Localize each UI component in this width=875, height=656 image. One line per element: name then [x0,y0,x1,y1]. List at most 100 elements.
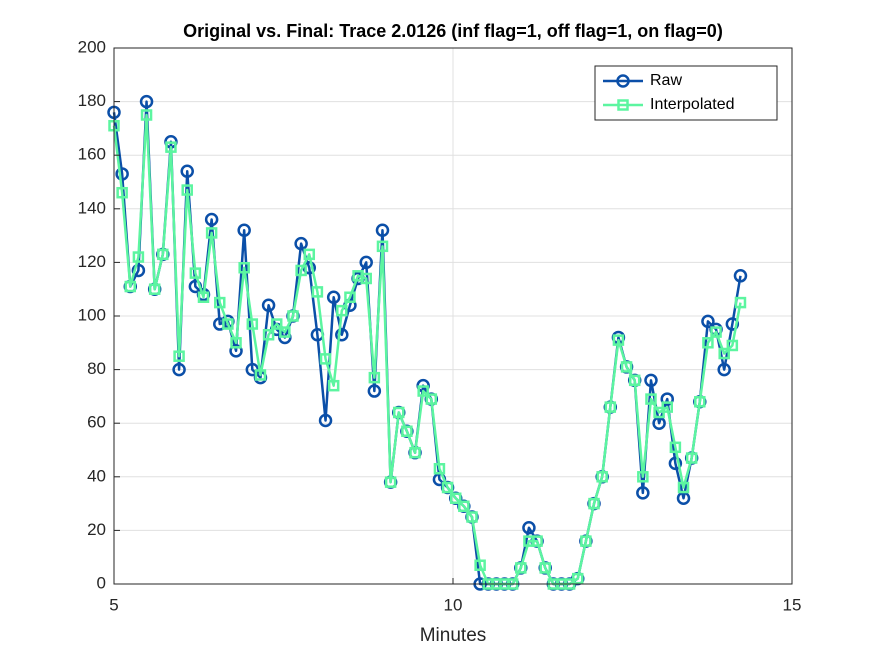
y-tick-label: 40 [87,466,106,485]
marker [189,267,202,279]
marker [261,298,276,313]
y-tick-label: 100 [78,305,106,324]
y-tick-label: 180 [78,91,106,110]
y-tick-label: 120 [78,252,106,271]
marker [441,481,454,494]
marker [336,304,348,317]
marker [596,471,608,483]
marker [668,456,683,471]
marker [660,392,674,406]
marker [733,269,748,283]
marker [367,384,382,398]
plot [107,94,748,591]
marker [287,310,299,322]
marker [694,396,706,408]
marker [157,248,169,261]
ticks: 0 20 40 60 80 100 120 140 160 180 200 5 10 15 [78,37,802,614]
marker [181,184,193,196]
marker [617,99,629,111]
marker [262,329,275,341]
marker [417,385,429,397]
marker [458,500,470,513]
marker [384,476,397,488]
marker [359,255,373,270]
marker [628,374,641,387]
marker [726,339,739,352]
marker [237,223,251,237]
chart-title: Original vs. Final: Trace 2.0126 (inf fl… [183,21,723,41]
marker [115,167,129,181]
marker [230,337,242,349]
marker [360,272,372,285]
marker [229,344,243,358]
marker [718,347,730,360]
marker [620,361,633,373]
marker [531,535,543,547]
marker [148,283,161,295]
y-tick-label: 140 [78,198,106,217]
marker [213,317,227,331]
marker [474,559,486,571]
y-tick-label: 80 [87,359,106,378]
x-tick-label: 5 [109,595,118,614]
x-tick-label: 10 [444,595,463,614]
marker [375,223,390,237]
marker [393,406,405,419]
marker [326,290,341,304]
marker [725,317,740,331]
marker [616,74,630,88]
marker [636,486,650,500]
marker [222,318,234,330]
marker [669,441,682,454]
marker [294,236,308,251]
marker [173,350,185,362]
marker [522,520,536,535]
marker [318,413,333,428]
marker [335,328,349,342]
marker [376,240,389,253]
marker [295,264,307,277]
marker [572,572,584,585]
marker [449,492,462,504]
marker [311,286,324,298]
marker [124,280,137,293]
marker [139,94,154,109]
marker [131,263,146,278]
marker [180,164,194,179]
marker [116,186,128,199]
marker [401,425,413,437]
marker [710,326,722,338]
marker [409,446,421,459]
marker [677,481,690,494]
marker [717,362,731,377]
marker [270,318,283,330]
legend: Raw Interpolated [594,65,778,121]
marker [645,393,657,405]
y-tick-label: 200 [78,37,106,56]
marker [319,353,332,365]
x-tick-label: 15 [783,595,802,614]
marker [433,463,446,475]
marker [515,562,527,574]
marker [172,362,186,377]
y-tick-label: 0 [97,573,106,592]
marker [425,393,438,405]
marker [344,291,356,303]
marker [214,296,226,309]
marker [604,401,617,413]
marker [661,401,673,413]
marker [734,296,747,309]
marker [165,141,177,153]
marker [238,262,250,274]
legend-label: Interpolated [650,96,735,113]
marker [580,535,592,547]
y-tick-label: 60 [87,413,106,432]
marker [205,227,218,239]
x-axis-label: Minutes [420,625,487,646]
marker [140,109,153,121]
marker [588,497,600,510]
marker [466,511,478,523]
marker [246,318,259,330]
y-tick-label: 20 [87,520,106,539]
